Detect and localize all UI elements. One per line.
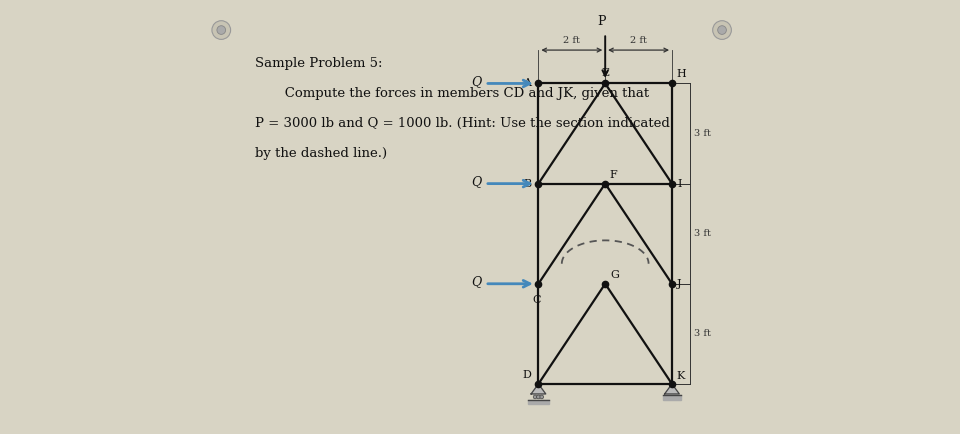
Text: by the dashed line.): by the dashed line.)	[254, 147, 387, 160]
Text: D: D	[522, 370, 531, 380]
Text: H: H	[676, 69, 685, 79]
Text: P: P	[597, 15, 606, 28]
Text: 2 ft: 2 ft	[630, 36, 647, 45]
Text: Q: Q	[471, 175, 482, 188]
Circle shape	[533, 395, 537, 399]
Text: Q: Q	[471, 276, 482, 289]
Polygon shape	[662, 395, 682, 400]
Text: Compute the forces in members CD and JK, given that: Compute the forces in members CD and JK,…	[254, 87, 649, 100]
Circle shape	[537, 395, 540, 399]
Text: 2 ft: 2 ft	[564, 36, 580, 45]
Text: F: F	[610, 170, 617, 180]
Text: C: C	[533, 296, 541, 306]
Circle shape	[212, 21, 230, 39]
Text: P = 3000 lb and Q = 1000 lb. (Hint: Use the section indicated: P = 3000 lb and Q = 1000 lb. (Hint: Use …	[254, 117, 669, 130]
Text: J: J	[677, 279, 682, 289]
Text: 3 ft: 3 ft	[694, 229, 711, 238]
Text: Q: Q	[471, 75, 482, 88]
Text: 3 ft: 3 ft	[694, 329, 711, 339]
Text: A: A	[523, 79, 531, 89]
Polygon shape	[664, 384, 680, 394]
Text: 3 ft: 3 ft	[694, 129, 711, 138]
Text: B: B	[523, 179, 531, 189]
Polygon shape	[531, 384, 546, 394]
Text: Sample Problem 5:: Sample Problem 5:	[254, 57, 382, 70]
Circle shape	[540, 395, 543, 399]
Text: I: I	[677, 179, 682, 189]
Polygon shape	[528, 400, 549, 404]
Text: G: G	[611, 270, 619, 280]
Circle shape	[217, 26, 226, 34]
Text: E: E	[601, 69, 610, 79]
Circle shape	[712, 21, 732, 39]
Text: K: K	[676, 371, 684, 381]
Circle shape	[718, 26, 727, 34]
